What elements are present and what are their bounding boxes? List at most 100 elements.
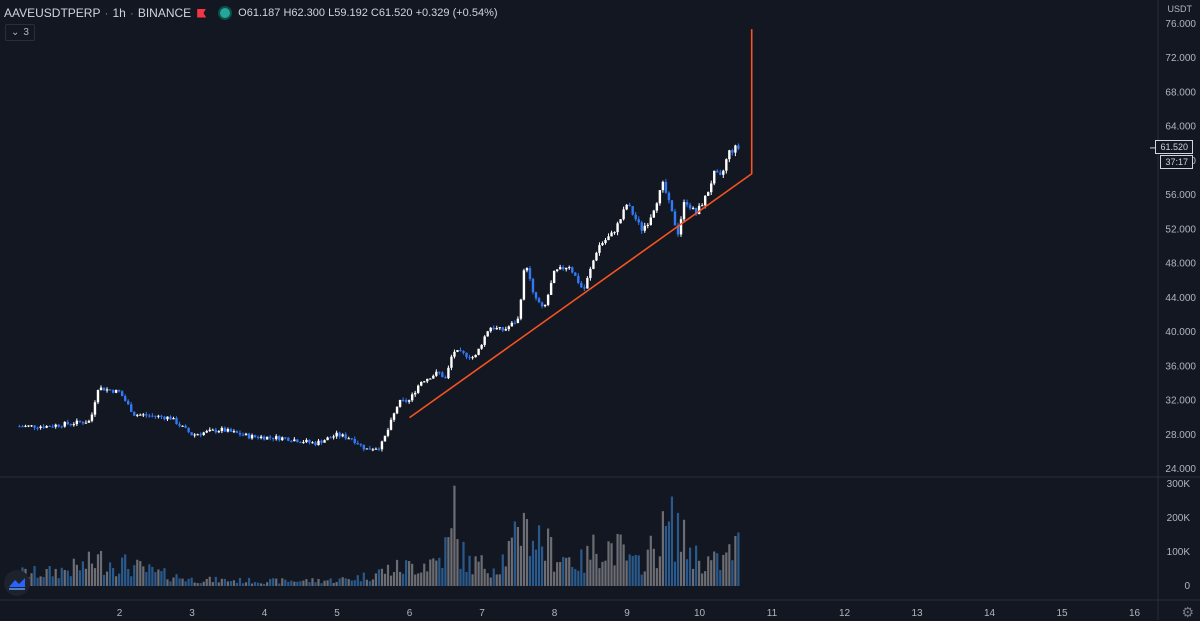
candle-body: [329, 437, 332, 439]
volume-bar: [347, 579, 350, 586]
volume-bar: [725, 552, 728, 586]
volume-bar: [60, 567, 63, 586]
currency-label[interactable]: USDT: [1167, 4, 1193, 14]
volume-bar: [66, 570, 69, 586]
y-tick-label: 68.000: [1165, 87, 1196, 98]
volume-bar: [423, 563, 426, 586]
candle-body: [540, 302, 544, 307]
candle-body: [389, 419, 393, 430]
countdown-label: 37:17: [1160, 155, 1193, 169]
volume-bar: [256, 582, 260, 586]
volume-bar: [87, 551, 91, 586]
candle-body: [495, 327, 498, 330]
x-tick-label: 6: [407, 608, 413, 619]
volume-bar: [263, 583, 266, 586]
candle-body: [450, 356, 453, 368]
volume-bar: [133, 565, 136, 586]
candle-body: [395, 406, 399, 414]
volume-bar: [275, 578, 278, 586]
candle-body: [525, 268, 529, 271]
volume-bar: [302, 580, 305, 586]
volume-bar: [607, 541, 610, 586]
candle-body: [36, 427, 39, 429]
candle-body: [438, 371, 441, 373]
candle-body: [537, 298, 541, 303]
candle-body: [501, 327, 504, 331]
candle-body: [90, 414, 94, 421]
candle-body: [256, 436, 260, 439]
candle-body: [483, 336, 486, 345]
volume-bar: [405, 560, 408, 586]
volume-bar: [111, 568, 115, 586]
volume-bar: [108, 562, 112, 586]
x-tick-label: 7: [479, 608, 485, 619]
interval-label[interactable]: 1h: [112, 6, 126, 20]
volume-bar: [465, 571, 468, 586]
candle-body: [513, 322, 517, 324]
y-tick-label: 40.000: [1165, 327, 1196, 338]
volume-bar: [229, 581, 233, 586]
volume-bar: [45, 568, 48, 586]
candle-body: [278, 436, 281, 441]
candle-body: [420, 381, 423, 386]
trendline: [409, 29, 753, 419]
volume-bar: [453, 485, 456, 586]
candle-body: [105, 389, 109, 391]
volume-bar: [287, 581, 290, 586]
volume-bar: [408, 561, 411, 586]
candle-body: [75, 420, 79, 425]
chevron-down-icon: ⌄: [11, 27, 20, 38]
candle-body: [272, 437, 275, 440]
candle-body: [160, 415, 163, 417]
candle-body: [166, 416, 169, 420]
candle-body: [175, 418, 178, 425]
volume-bar: [722, 554, 725, 586]
y-tick-label: 32.000: [1165, 396, 1196, 407]
candle-body: [123, 396, 127, 401]
volume-tick-label: 300K: [1167, 479, 1191, 490]
volume-bar: [181, 578, 184, 586]
volume-bar: [691, 568, 695, 586]
tradingview-logo-icon[interactable]: [4, 570, 30, 596]
candle-body: [181, 425, 184, 427]
candle-body: [127, 400, 130, 405]
candle-body: [214, 429, 218, 433]
volume-bar: [447, 537, 450, 586]
volume-bar: [241, 583, 245, 586]
volume-bar: [341, 577, 344, 586]
candle-body: [510, 322, 514, 327]
volume-bar: [589, 559, 592, 586]
volume-bar: [33, 566, 36, 586]
volume-bar: [247, 577, 251, 586]
candle-body: [655, 203, 659, 211]
volume-bar: [142, 566, 145, 586]
candle-body: [148, 415, 151, 417]
flag-icon[interactable]: [197, 8, 207, 18]
y-tick-label: 44.000: [1165, 293, 1196, 304]
gear-icon[interactable]: ⚙: [1181, 604, 1194, 620]
candle-body: [241, 434, 245, 436]
volume-bar: [320, 583, 323, 586]
candle-body: [353, 438, 356, 444]
candle-body: [51, 426, 54, 428]
volume-bar: [145, 572, 148, 586]
candle-body: [335, 432, 338, 437]
volume-bar: [36, 577, 39, 586]
candle-body: [30, 425, 33, 427]
volume-bar: [543, 560, 547, 586]
volume-bar: [39, 576, 42, 586]
y-tick-label: 56.000: [1165, 190, 1196, 201]
y-tick-label: 76.000: [1165, 19, 1196, 30]
volume-tick-label: 0: [1184, 581, 1190, 592]
candle-body: [471, 357, 474, 359]
candle-body: [235, 431, 239, 433]
indicators-toggle-button[interactable]: ⌄ 3: [5, 24, 35, 41]
symbol-name[interactable]: AAVEUSDTPERP: [4, 6, 101, 20]
volume-bar: [335, 582, 338, 586]
candle-body: [543, 304, 547, 307]
candle-body: [21, 426, 24, 428]
candle-body: [691, 207, 695, 209]
candle-body: [474, 354, 477, 358]
candle-body: [558, 267, 562, 270]
